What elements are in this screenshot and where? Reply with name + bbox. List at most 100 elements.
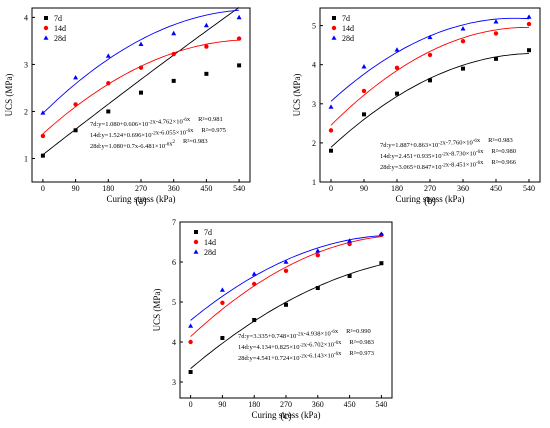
data-point-14d: [493, 31, 499, 36]
fit-curve-28d: [190, 235, 382, 321]
y-axis-label: UCS (MPa): [152, 289, 162, 332]
data-point-14d: [73, 102, 78, 107]
legend-label: 7d: [204, 228, 212, 237]
x-tick-label: 90: [72, 184, 80, 193]
y-tick-label: 3: [312, 100, 316, 109]
legend-marker-14d: [193, 239, 199, 245]
data-point-14d: [40, 133, 46, 139]
y-tick-label: 4: [312, 61, 316, 70]
x-tick-label: 540: [233, 184, 245, 193]
data-point-7d: [315, 286, 320, 290]
legend-label: 28d: [54, 34, 66, 43]
x-tick-label: 540: [523, 184, 535, 193]
panel-label: (c): [280, 411, 291, 422]
data-point-14d: [347, 241, 352, 247]
x-tick-label: 450: [490, 184, 502, 193]
data-point-14d: [171, 51, 176, 57]
y-axis-label: UCS (MPa): [292, 74, 302, 117]
y-tick-label: 7: [172, 218, 176, 227]
data-point-28d: [40, 110, 46, 115]
data-point-28d: [219, 287, 225, 292]
data-point-7d: [237, 63, 242, 68]
data-point-7d: [395, 91, 399, 96]
fit-curve-28d: [42, 9, 240, 114]
x-tick-label: 270: [280, 400, 292, 409]
chart-panel-a: 0 90 180 270 360 450 540 1 2 3 4 Curing stress (kPa…: [4, 7, 251, 207]
data-point-28d: [347, 238, 353, 243]
legend-label: 14d: [204, 238, 216, 247]
y-tick-label: 1: [312, 178, 316, 187]
fit-equation: 14d:y=2.451+0.935×10-2x-8.730×10-6x R²=0.…: [380, 148, 516, 160]
x-tick-label: 540: [375, 400, 387, 409]
fit-equation: 7d:y=1.080+0.606×10-2x-4.762×10-6x R²=0.9…: [90, 116, 223, 128]
x-tick-label: 90: [218, 400, 226, 409]
x-tick-label: 0: [329, 184, 333, 193]
fit-equation: 7d:y=3.335+0.748×10-2x-4.938×10-6x R²=0.9…: [238, 328, 371, 340]
data-point-7d: [40, 153, 45, 158]
data-point-28d: [73, 75, 79, 80]
x-tick-label: 90: [360, 184, 368, 193]
data-point-28d: [188, 323, 194, 328]
legend-label: 28d: [204, 248, 216, 257]
data-point-14d: [526, 21, 532, 27]
legend-label: 28d: [342, 34, 354, 43]
y-tick-label: 2: [24, 107, 28, 116]
fit-equation: 14d:y=4.134+0.825×10-2x-6.702×10-6x R²=0.…: [238, 339, 374, 351]
panel-label: (a): [135, 196, 146, 207]
chart-panel-b: 0 90 180 270 360 450 540 1 2 3 4 5 Curing stress (kP…: [292, 7, 541, 207]
fit-equation: 14d:y=1.524+0.696×10-2x-6.055×10-6x R²=0.…: [90, 127, 226, 139]
legend-label: 7d: [342, 14, 350, 23]
data-point-14d: [252, 281, 257, 287]
y-tick-label: 4: [172, 338, 176, 347]
data-point-7d: [347, 274, 352, 278]
data-point-7d: [329, 148, 333, 153]
x-tick-label: 360: [312, 400, 324, 409]
data-point-7d: [527, 48, 531, 53]
data-point-7d: [461, 66, 465, 71]
y-tick-label: 1: [24, 154, 28, 163]
legend-marker-14d: [43, 25, 49, 31]
data-point-14d: [283, 268, 289, 273]
legend-label: 14d: [342, 24, 354, 33]
legend-marker-14d: [331, 25, 337, 31]
data-point-14d: [106, 81, 111, 86]
data-point-7d: [284, 302, 288, 307]
data-point-28d: [138, 41, 144, 47]
x-tick-label: 0: [189, 400, 193, 409]
data-point-14d: [394, 65, 400, 71]
data-point-28d: [493, 19, 499, 24]
x-tick-label: 0: [41, 184, 45, 193]
data-point-14d: [220, 300, 225, 305]
data-point-7d: [204, 71, 209, 76]
data-point-7d: [494, 56, 498, 61]
data-point-14d: [188, 339, 193, 345]
fit-curve-7d: [330, 53, 530, 148]
data-point-7d: [171, 78, 176, 83]
data-point-7d: [379, 261, 384, 266]
data-point-28d: [236, 14, 242, 20]
legend-marker-28d: [193, 249, 199, 254]
data-point-28d: [105, 53, 111, 58]
fit-equation: 7d:y=1.887+0.863×10-2x-7.760×10-6x R²=0.9…: [380, 137, 513, 149]
x-tick-label: 180: [102, 184, 114, 193]
data-point-7d: [106, 109, 111, 114]
y-tick-label: 3: [24, 60, 28, 69]
panel-label: (b): [424, 196, 436, 207]
data-point-14d: [427, 52, 433, 58]
data-point-28d: [328, 104, 334, 109]
x-axis-label: Curing stress (kPa): [396, 194, 465, 204]
x-tick-label: 270: [135, 184, 147, 193]
fit-curve-14d: [190, 236, 382, 337]
y-tick-label: 6: [172, 258, 176, 267]
data-point-14d: [138, 65, 144, 70]
data-point-28d: [361, 64, 367, 69]
x-tick-label: 180: [248, 400, 260, 409]
data-point-28d: [460, 26, 466, 31]
x-tick-label: 180: [391, 184, 403, 193]
data-point-14d: [460, 39, 466, 44]
data-point-28d: [171, 30, 177, 36]
x-tick-label: 270: [424, 184, 436, 193]
data-point-14d: [361, 88, 367, 94]
data-point-28d: [251, 271, 257, 276]
legend-marker-28d: [331, 35, 337, 40]
